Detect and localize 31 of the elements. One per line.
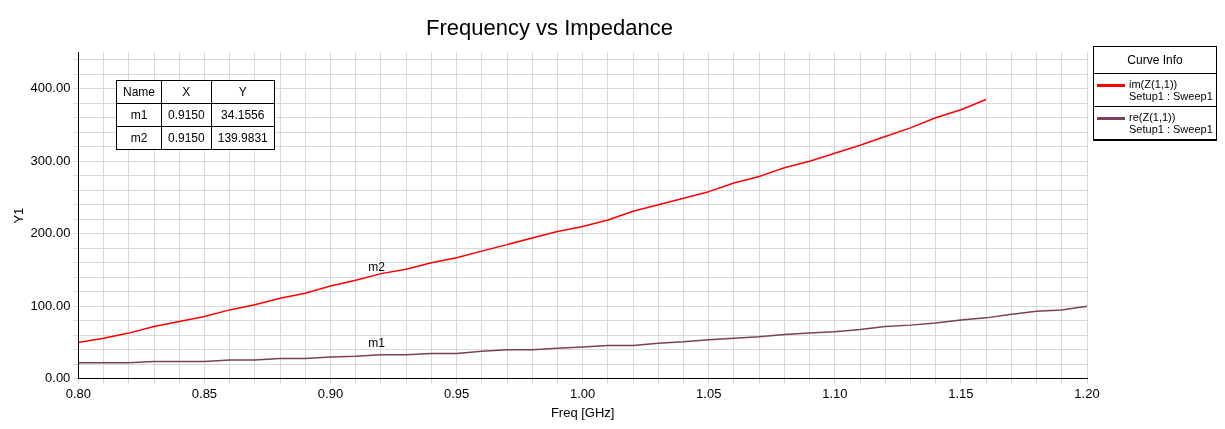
x-axis-title: Freq [GHz]	[550, 404, 615, 420]
annotation: m2	[116, 126, 162, 150]
legend-title: Curve Info	[1094, 47, 1216, 74]
x-tick-label: 0.80	[65, 386, 92, 402]
x-tick-label: 0.90	[317, 386, 344, 402]
y-tick-label: 400.00	[30, 80, 71, 96]
x-tick-label: 1.15	[948, 386, 974, 402]
x-tick-label: 0.95	[443, 386, 470, 402]
y-tick-label: 200.00	[30, 225, 71, 241]
annotation: X	[161, 80, 212, 104]
x-tick-label: 1.05	[696, 386, 722, 402]
legend-label: re(Z(1,1)) Setup1 : Sweep1	[1129, 111, 1213, 135]
x-tick-label: 1.20	[1074, 386, 1100, 402]
legend-label: im(Z(1,1)) Setup1 : Sweep1	[1129, 78, 1213, 102]
annotation: 0.9150	[161, 126, 212, 150]
y-tick-label: 0.00	[45, 370, 71, 386]
x-tick-label: 0.85	[191, 386, 218, 402]
annotation: m1	[368, 336, 386, 351]
annotation: 139.9831	[211, 126, 275, 150]
chart-title: Frequency vs Impedance	[425, 15, 674, 41]
x-tick-label: 1.10	[822, 386, 848, 402]
annotation: Y	[211, 80, 275, 104]
annotation: 0.9150	[161, 103, 212, 127]
y-tick-label: 100.00	[30, 297, 71, 313]
annotation: 34.1556	[211, 103, 275, 127]
annotation: m2	[368, 259, 386, 274]
y-tick-label: 300.00	[30, 152, 71, 168]
x-tick-label: 1.00	[570, 386, 596, 402]
annotation: m1	[116, 103, 162, 127]
annotation: Name	[116, 80, 162, 104]
y-axis-title: Y1	[11, 207, 27, 224]
